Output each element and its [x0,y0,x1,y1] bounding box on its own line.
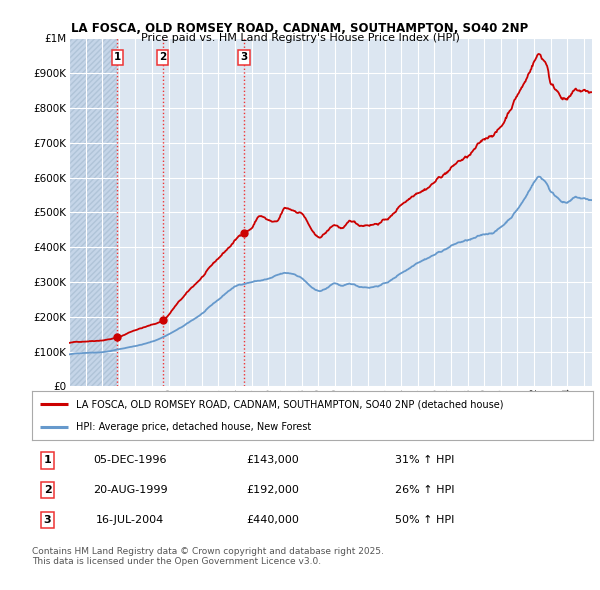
Text: Contains HM Land Registry data © Crown copyright and database right 2025.
This d: Contains HM Land Registry data © Crown c… [32,547,383,566]
Text: £440,000: £440,000 [247,515,299,525]
Text: 20-AUG-1999: 20-AUG-1999 [92,486,167,495]
Text: LA FOSCA, OLD ROMSEY ROAD, CADNAM, SOUTHAMPTON, SO40 2NP (detached house): LA FOSCA, OLD ROMSEY ROAD, CADNAM, SOUTH… [76,399,503,409]
Text: 2: 2 [159,53,166,63]
Bar [69,38,118,386]
Text: 31% ↑ HPI: 31% ↑ HPI [395,455,454,466]
Text: 1: 1 [114,53,121,63]
Text: 3: 3 [44,515,52,525]
Text: 05-DEC-1996: 05-DEC-1996 [93,455,167,466]
Text: £143,000: £143,000 [247,455,299,466]
Text: HPI: Average price, detached house, New Forest: HPI: Average price, detached house, New … [76,422,311,432]
Text: Price paid vs. HM Land Registry's House Price Index (HPI): Price paid vs. HM Land Registry's House … [140,34,460,43]
Text: 50% ↑ HPI: 50% ↑ HPI [395,515,454,525]
Text: 1: 1 [44,455,52,466]
Text: 2: 2 [44,486,52,495]
Text: 26% ↑ HPI: 26% ↑ HPI [395,486,454,495]
Text: LA FOSCA, OLD ROMSEY ROAD, CADNAM, SOUTHAMPTON, SO40 2NP: LA FOSCA, OLD ROMSEY ROAD, CADNAM, SOUTH… [71,22,529,35]
Text: 3: 3 [241,53,248,63]
Text: £192,000: £192,000 [247,486,299,495]
Text: 16-JUL-2004: 16-JUL-2004 [96,515,164,525]
